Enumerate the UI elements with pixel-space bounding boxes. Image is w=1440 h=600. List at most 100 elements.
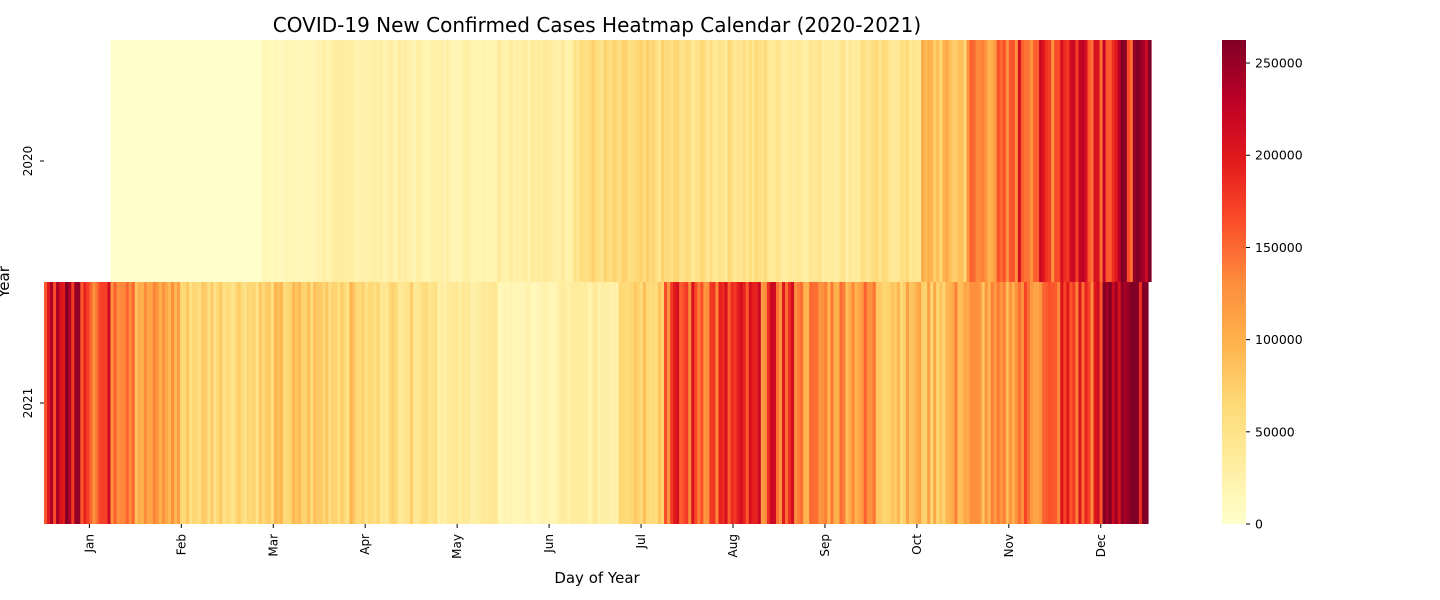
heatmap-cell xyxy=(791,40,795,282)
heatmap-cell xyxy=(376,40,381,282)
heatmap-cell xyxy=(667,40,671,282)
heatmap-cell xyxy=(264,40,269,282)
heatmap-cell xyxy=(918,282,922,524)
heatmap-cell xyxy=(276,282,281,524)
heatmap-cell xyxy=(491,282,496,524)
heatmap-cell xyxy=(975,282,980,524)
heatmap-cell xyxy=(915,40,919,282)
y-tick-label: 2020 xyxy=(21,146,35,177)
heatmap-cell xyxy=(482,40,487,282)
heatmap-cell xyxy=(288,282,293,524)
heatmap-cell xyxy=(313,40,317,282)
heatmap-cell xyxy=(222,282,227,524)
heatmap-cell xyxy=(561,282,565,524)
heatmap-cell xyxy=(343,282,348,524)
heatmap-cell xyxy=(376,282,381,524)
heatmap-cell xyxy=(295,40,299,282)
x-axis-ticks: Jan Feb Mar Apr May Jun Jul Aug Sep Oct Nov Dec xyxy=(82,524,1108,559)
heatmap-cell xyxy=(192,282,196,524)
heatmap-cell xyxy=(180,40,184,282)
heatmap-cell xyxy=(394,282,399,524)
heatmap-cell xyxy=(143,40,148,282)
heatmap-cell xyxy=(1096,282,1101,524)
heatmap-cell xyxy=(349,40,354,282)
heatmap-cell xyxy=(228,282,233,524)
heatmap-cell xyxy=(113,40,118,282)
heatmap-cell xyxy=(422,282,426,524)
heatmap-cell xyxy=(346,40,351,282)
heatmap-cell xyxy=(636,282,641,524)
heatmap-cell xyxy=(567,40,571,282)
heatmap-cell xyxy=(924,282,928,524)
heatmap-cell xyxy=(237,40,242,282)
heatmap-cell xyxy=(422,40,426,282)
heatmap-cell xyxy=(558,282,562,524)
heatmap-cell xyxy=(409,40,414,282)
heatmap-cell xyxy=(116,282,121,524)
heatmap-cell xyxy=(1039,282,1043,524)
heatmap-cell xyxy=(80,282,84,524)
heatmap-cell xyxy=(645,40,650,282)
heatmap-cell xyxy=(839,40,844,282)
heatmap-cell xyxy=(657,40,662,282)
heatmap-cell xyxy=(1026,282,1031,524)
heatmap-cell xyxy=(379,40,384,282)
heatmap-cell xyxy=(322,40,326,282)
heatmap-cell xyxy=(301,282,305,524)
heatmap-cell xyxy=(664,40,668,282)
heatmap-cell xyxy=(570,282,574,524)
heatmap-cell xyxy=(875,40,880,282)
heatmap-cell xyxy=(963,282,968,524)
heatmap-cell xyxy=(730,40,735,282)
heatmap-cell xyxy=(830,282,835,524)
heatmap-cell xyxy=(270,40,275,282)
heatmap-cell xyxy=(1078,282,1083,524)
heatmap-cell xyxy=(833,40,838,282)
heatmap-cell xyxy=(192,40,196,282)
heatmap-cell xyxy=(301,40,305,282)
heatmap-cell xyxy=(721,40,726,282)
heatmap-cell xyxy=(645,282,650,524)
heatmap-cell xyxy=(1075,282,1080,524)
heatmap-cell xyxy=(936,40,940,282)
heatmap-cell xyxy=(845,282,850,524)
heatmap-cell xyxy=(512,40,517,282)
heatmap-cell xyxy=(113,282,118,524)
heatmap-cell xyxy=(134,282,139,524)
heatmap-cell xyxy=(794,40,798,282)
heatmap-cell xyxy=(543,40,547,282)
heatmap-cell xyxy=(334,282,338,524)
heatmap-cell xyxy=(748,40,753,282)
heatmap-cell xyxy=(657,282,662,524)
heatmap-cell xyxy=(697,40,701,282)
heatmap-cell xyxy=(866,40,871,282)
heatmap-cell xyxy=(918,40,922,282)
heatmap-cell xyxy=(642,282,647,524)
heatmap-cell xyxy=(679,40,683,282)
heatmap-cell xyxy=(927,40,931,282)
heatmap-cell xyxy=(258,282,263,524)
heatmap-cell xyxy=(400,282,405,524)
heatmap-cell xyxy=(624,40,629,282)
heatmap-cell xyxy=(479,40,484,282)
heatmap-cell xyxy=(276,40,281,282)
heatmap-cell xyxy=(945,40,949,282)
heatmap-cell xyxy=(609,282,614,524)
heatmap-cell xyxy=(742,282,747,524)
heatmap-cell xyxy=(467,282,472,524)
heatmap-cell xyxy=(727,40,732,282)
colorbar-tick-label: 100000 xyxy=(1255,332,1303,347)
heatmap-cell xyxy=(673,40,677,282)
heatmap-cell xyxy=(921,282,925,524)
heatmap-cell xyxy=(434,40,438,282)
heatmap-cell xyxy=(204,40,208,282)
heatmap-cell xyxy=(494,40,499,282)
heatmap-cell xyxy=(887,40,892,282)
chart-title: COVID-19 New Confirmed Cases Heatmap Cal… xyxy=(273,13,921,37)
heatmap-cell xyxy=(984,40,989,282)
heatmap-cell xyxy=(969,40,974,282)
heatmap-cell xyxy=(497,40,502,282)
heatmap-cell xyxy=(304,282,308,524)
heatmap-cell xyxy=(146,40,151,282)
heatmap-cell xyxy=(1114,282,1119,524)
